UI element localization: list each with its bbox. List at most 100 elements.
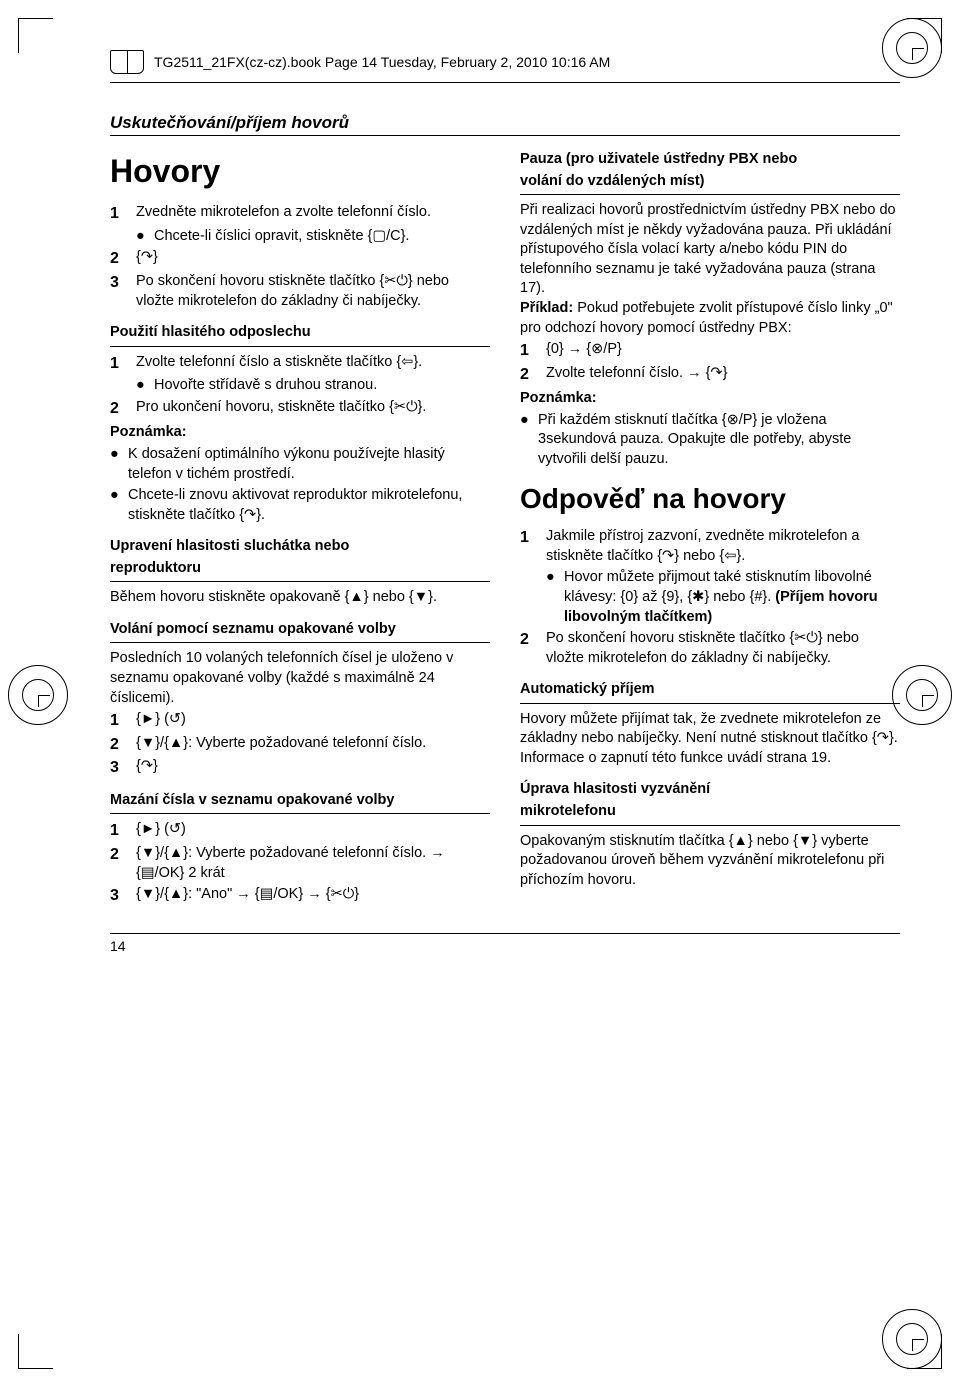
- section-rule: [110, 135, 900, 136]
- thin-rule: [520, 194, 900, 195]
- step-text: {0} → {⊗/P}: [546, 340, 900, 362]
- register-mark: [882, 18, 942, 78]
- book-icon: [110, 50, 144, 74]
- section-title: Uskutečňování/příjem hovorů: [110, 113, 900, 133]
- page-number: 14: [110, 938, 900, 954]
- bullet-dot: ●: [110, 445, 128, 484]
- step-text: {►} (↺): [136, 820, 490, 842]
- step: 1 Zvedněte mikrotelefon a zvolte telefon…: [110, 203, 490, 225]
- paragraph: Při realizaci hovorů prostřednictvím úst…: [520, 201, 900, 299]
- step: 3 {▼}/{▲}: "Ano" → {▤/OK} → {✂⏻}: [110, 885, 490, 907]
- footer-rule: [110, 933, 900, 934]
- bullet-text: Hovor můžete přijmout také stisknutím li…: [564, 568, 900, 627]
- bullet: ● Hovořte střídavě s druhou stranou.: [136, 376, 490, 396]
- step-num: 2: [520, 364, 546, 386]
- bullet: ● K dosažení optimálního výkonu používej…: [110, 445, 490, 484]
- step-text: Zvolte telefonní číslo a stiskněte tlačí…: [136, 353, 490, 375]
- two-columns: Hovory 1 Zvedněte mikrotelefon a zvolte …: [110, 150, 900, 909]
- step-num: 1: [520, 340, 546, 362]
- crop-mark: [18, 1334, 53, 1369]
- step: 3 {↷}: [110, 757, 490, 779]
- step-num: 3: [110, 272, 136, 311]
- step: 2 {↷}: [110, 248, 490, 270]
- thin-rule: [520, 825, 900, 826]
- crop-mark: [18, 18, 53, 53]
- right-column: Pauza (pro uživatele ústředny PBX nebo v…: [520, 150, 900, 909]
- bullet-dot: ●: [136, 227, 154, 247]
- step-num: 1: [110, 820, 136, 842]
- note-label: Poznámka:: [110, 423, 490, 443]
- step-text: {▼}/{▲}: Vyberte požadované telefonní čí…: [136, 734, 490, 756]
- bullet-dot: ●: [110, 486, 128, 525]
- step-text: {▼}/{▲}: Vyberte požadované telefonní čí…: [136, 844, 490, 883]
- header-text: TG2511_21FX(cz-cz).book Page 14 Tuesday,…: [154, 54, 610, 70]
- step-num: 2: [110, 398, 136, 420]
- step: 1 {►} (↺): [110, 710, 490, 732]
- subheading: Automatický příjem: [520, 680, 900, 700]
- heading-odpoved: Odpověď na hovory: [520, 480, 900, 518]
- step-num: 1: [520, 527, 546, 566]
- bullet: ● Chcete-li znovu aktivovat reproduktor …: [110, 486, 490, 525]
- step-num: 2: [520, 629, 546, 668]
- step: 2 Pro ukončení hovoru, stiskněte tlačítk…: [110, 398, 490, 420]
- step-num: 3: [110, 757, 136, 779]
- bullet: ● Při každém stisknutí tlačítka {⊗/P} je…: [520, 411, 900, 470]
- subheading: Upravení hlasitosti sluchátka nebo: [110, 537, 490, 557]
- bullet: ● Hovor můžete přijmout také stisknutím …: [546, 568, 900, 627]
- header-rule: [110, 82, 900, 83]
- step-num: 2: [110, 248, 136, 270]
- subheading: volání do vzdálených míst): [520, 172, 900, 192]
- subheading: reproduktoru: [110, 559, 490, 579]
- step-text: Po skončení hovoru stiskněte tlačítko {✂…: [546, 629, 900, 668]
- thin-rule: [110, 813, 490, 814]
- register-mark: [882, 1309, 942, 1369]
- step: 1 Zvolte telefonní číslo a stiskněte tla…: [110, 353, 490, 375]
- bullet-text: Chcete-li číslici opravit, stiskněte {▢/…: [154, 227, 490, 247]
- step: 2 {▼}/{▲}: Vyberte požadované telefonní …: [110, 844, 490, 883]
- footer: 14: [110, 933, 900, 954]
- step-text: Jakmile přístroj zazvoní, zvedněte mikro…: [546, 527, 900, 566]
- register-mark: [8, 665, 68, 725]
- step: 3 Po skončení hovoru stiskněte tlačítko …: [110, 272, 490, 311]
- bullet: ● Chcete-li číslici opravit, stiskněte {…: [136, 227, 490, 247]
- bullet-text: Při každém stisknutí tlačítka {⊗/P} je v…: [538, 411, 900, 470]
- step-text: {↷}: [136, 757, 490, 779]
- step: 2 {▼}/{▲}: Vyberte požadované telefonní …: [110, 734, 490, 756]
- step-text: Pro ukončení hovoru, stiskněte tlačítko …: [136, 398, 490, 420]
- manual-page: TG2511_21FX(cz-cz).book Page 14 Tuesday,…: [0, 0, 960, 1387]
- step-text: Po skončení hovoru stiskněte tlačítko {✂…: [136, 272, 490, 311]
- example-text: Pokud potřebujete zvolit přístupové čísl…: [520, 300, 893, 336]
- step-num: 1: [110, 203, 136, 225]
- paragraph: Během hovoru stiskněte opakovaně {▲} neb…: [110, 588, 490, 608]
- paragraph: Posledních 10 volaných telefonních čísel…: [110, 649, 490, 708]
- bullet-dot: ●: [546, 568, 564, 627]
- step-text: Zvedněte mikrotelefon a zvolte telefonní…: [136, 203, 490, 225]
- subheading: mikrotelefonu: [520, 802, 900, 822]
- step-num: 1: [110, 353, 136, 375]
- step-num: 2: [110, 734, 136, 756]
- note-label: Poznámka:: [520, 389, 900, 409]
- step-text: {►} (↺): [136, 710, 490, 732]
- thin-rule: [520, 703, 900, 704]
- step: 2 Zvolte telefonní číslo. → {↷}: [520, 364, 900, 386]
- step: 1 {0} → {⊗/P}: [520, 340, 900, 362]
- thin-rule: [110, 642, 490, 643]
- paragraph: Opakovaným stisknutím tlačítka {▲} nebo …: [520, 832, 900, 891]
- paragraph: Příklad: Pokud potřebujete zvolit přístu…: [520, 299, 900, 338]
- bullet-text: Hovořte střídavě s druhou stranou.: [154, 376, 490, 396]
- step: 1 {►} (↺): [110, 820, 490, 842]
- thin-rule: [110, 581, 490, 582]
- paragraph: Hovory můžete přijímat tak, že zvednete …: [520, 710, 900, 769]
- subheading: Úprava hlasitosti vyzvánění: [520, 780, 900, 800]
- step-num: 2: [110, 844, 136, 883]
- step-num: 1: [110, 710, 136, 732]
- header-line: TG2511_21FX(cz-cz).book Page 14 Tuesday,…: [110, 50, 900, 74]
- left-column: Hovory 1 Zvedněte mikrotelefon a zvolte …: [110, 150, 490, 909]
- bullet-dot: ●: [136, 376, 154, 396]
- step: 1 Jakmile přístroj zazvoní, zvedněte mik…: [520, 527, 900, 566]
- bullet-dot: ●: [520, 411, 538, 470]
- thin-rule: [110, 346, 490, 347]
- step: 2 Po skončení hovoru stiskněte tlačítko …: [520, 629, 900, 668]
- register-mark: [892, 665, 952, 725]
- heading-hovory: Hovory: [110, 150, 490, 193]
